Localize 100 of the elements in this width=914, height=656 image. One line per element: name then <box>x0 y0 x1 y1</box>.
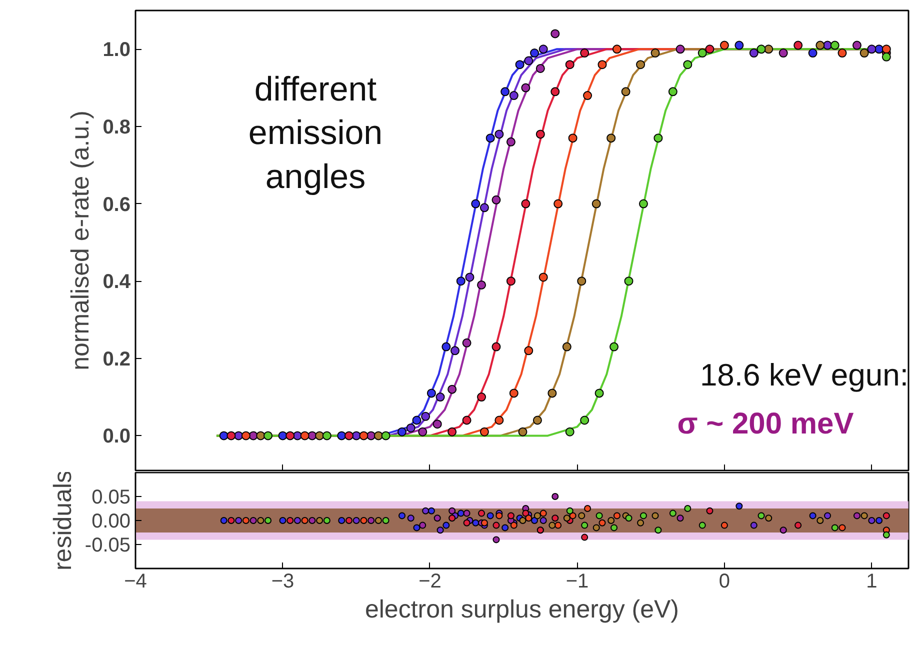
point <box>882 52 891 62</box>
point <box>598 60 607 70</box>
point <box>478 510 486 517</box>
point <box>462 416 472 425</box>
point <box>831 524 838 532</box>
point <box>540 517 547 524</box>
point <box>613 512 620 520</box>
point <box>580 416 590 425</box>
point <box>502 524 509 532</box>
point <box>838 524 846 532</box>
point <box>538 44 548 54</box>
point <box>494 416 504 425</box>
point <box>407 514 414 522</box>
point <box>220 517 228 524</box>
point <box>580 48 590 58</box>
point <box>359 431 368 440</box>
point <box>536 64 545 73</box>
point <box>808 48 818 58</box>
point <box>780 526 787 534</box>
point <box>412 416 422 425</box>
point <box>228 517 235 524</box>
point <box>705 44 714 54</box>
point <box>241 431 250 440</box>
point <box>456 276 466 286</box>
point <box>486 512 494 520</box>
point <box>610 342 619 352</box>
point <box>344 431 354 440</box>
point <box>536 130 545 139</box>
point <box>830 40 840 50</box>
x-tick-label: −2 <box>418 570 442 592</box>
point <box>300 431 310 440</box>
point <box>486 134 495 143</box>
point <box>525 514 532 522</box>
point <box>876 517 883 524</box>
point <box>853 512 860 520</box>
point <box>552 493 559 500</box>
point <box>381 431 390 440</box>
point <box>374 431 383 440</box>
point <box>749 48 758 58</box>
point <box>510 522 518 529</box>
point <box>250 517 257 524</box>
point <box>636 60 646 70</box>
point <box>598 519 606 526</box>
point <box>521 83 530 92</box>
point <box>568 134 578 143</box>
point <box>450 346 460 356</box>
point <box>286 431 295 440</box>
point <box>860 512 868 520</box>
point <box>418 427 428 436</box>
point <box>524 346 534 356</box>
point <box>816 517 824 524</box>
point <box>337 431 346 440</box>
y-tick-label: 0.6 <box>102 194 131 216</box>
point <box>294 517 301 524</box>
point <box>436 526 444 534</box>
point <box>584 505 592 512</box>
point <box>436 392 445 402</box>
point <box>480 203 489 212</box>
point <box>509 388 518 398</box>
point <box>765 514 772 522</box>
y-tick-label: 0.05 <box>92 486 131 508</box>
point <box>581 522 588 529</box>
point <box>235 517 242 524</box>
point <box>683 60 692 70</box>
point <box>734 40 744 50</box>
point <box>406 423 416 432</box>
point <box>421 412 430 421</box>
point <box>534 512 541 520</box>
point <box>432 420 442 429</box>
point <box>480 519 488 526</box>
point <box>462 338 472 348</box>
point <box>882 512 890 520</box>
point <box>583 91 592 100</box>
y-tick-label: 0.2 <box>102 348 131 370</box>
point <box>442 342 451 352</box>
point <box>492 342 501 352</box>
point <box>448 384 457 394</box>
point <box>509 91 518 100</box>
point <box>413 524 420 532</box>
point <box>264 517 272 524</box>
point <box>668 87 678 96</box>
y-tick-label: 0.0 <box>102 426 131 448</box>
point <box>778 48 788 58</box>
point <box>592 524 600 532</box>
point <box>654 134 663 143</box>
y-tick-label: 0.00 <box>92 510 131 532</box>
point <box>521 199 530 208</box>
point <box>442 522 450 529</box>
point <box>316 517 324 524</box>
point <box>496 512 503 520</box>
point <box>606 134 616 143</box>
point <box>550 87 560 96</box>
x-axis-title: electron surplus energy (eV) <box>364 596 680 624</box>
point <box>352 517 360 524</box>
point <box>608 517 615 524</box>
point <box>565 427 574 436</box>
y-tick-label: 0.4 <box>102 271 132 294</box>
x-tick-label: 1 <box>866 570 878 592</box>
y-tick-label: 0.8 <box>102 116 131 138</box>
x-tick-label: 0 <box>718 570 730 592</box>
